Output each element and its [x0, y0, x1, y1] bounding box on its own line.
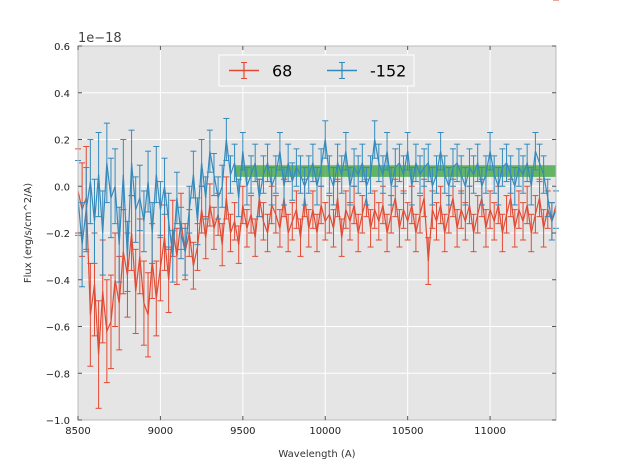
series-layer: [75, 0, 559, 409]
x-tick-label: 8500: [65, 426, 90, 437]
x-tick-label: 9500: [230, 426, 255, 437]
x-tick-label: 10000: [309, 426, 341, 437]
series-1: [75, 117, 559, 292]
y-tick-label: −1.0: [46, 416, 70, 427]
y-tick-label: −0.2: [46, 229, 70, 240]
y-tick-label: 0.4: [54, 89, 70, 100]
y-tick-label: −0.6: [46, 323, 70, 334]
y-axis-label: Flux (erg/s/cm^2/A): [23, 183, 34, 283]
x-tick-label: 9000: [148, 426, 173, 437]
series-line: [77, 190, 557, 355]
y-offset-label: 1e−18: [78, 31, 122, 46]
x-tick-label: 10500: [392, 426, 424, 437]
y-tick-label: −0.8: [46, 369, 70, 380]
y-axis: −1.0 −0.8 −0.6 −0.4 −0.2 0.0 0.2 0.4 0.6: [46, 42, 556, 427]
series-line: [77, 139, 557, 257]
y-tick-label: 0.0: [54, 182, 70, 193]
legend-item-1: -152: [327, 62, 406, 81]
series-0: [75, 0, 559, 409]
x-axis: 8500 9000 9500 10000 10500 11000: [65, 46, 506, 437]
y-tick-label: −0.4: [46, 276, 70, 287]
x-tick-label: 11000: [474, 426, 506, 437]
legend: 68 -152: [218, 54, 415, 87]
legend-label: 68: [272, 62, 292, 81]
x-axis-label: Wavelength (A): [278, 449, 355, 460]
legend-item-0: 68: [229, 62, 292, 81]
y-tick-label: 0.6: [54, 42, 70, 53]
y-tick-label: 0.2: [54, 136, 70, 147]
legend-label: -152: [370, 62, 406, 81]
